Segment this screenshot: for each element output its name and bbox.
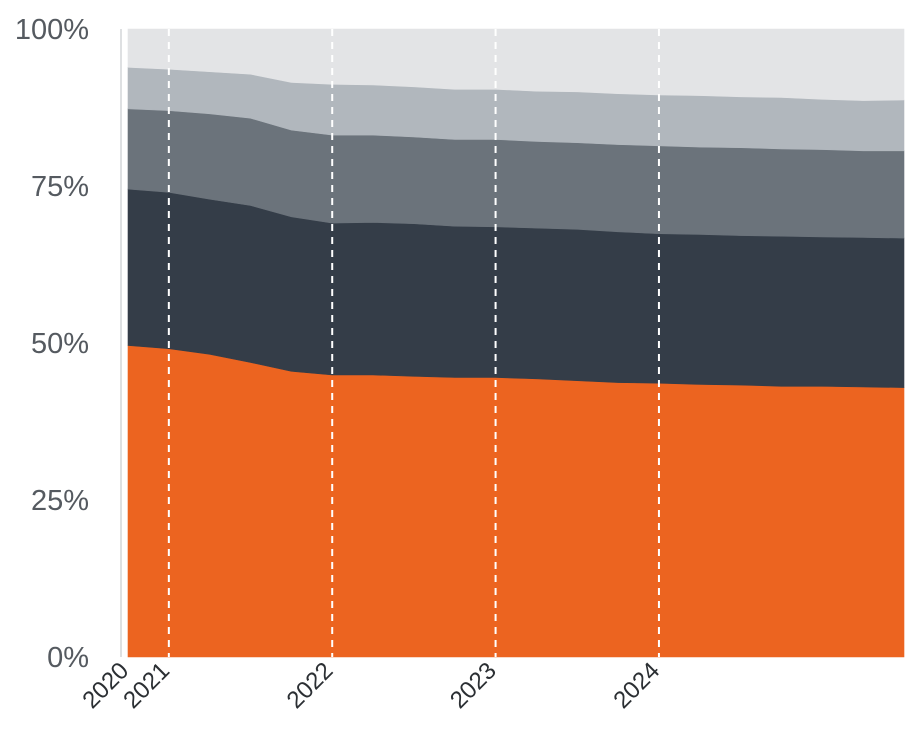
x-tick-label: 2024 [608, 657, 665, 714]
area-series-group [127, 28, 905, 658]
area-series-5 [127, 28, 905, 101]
y-tick-label: 75% [31, 171, 89, 203]
x-tick-label: 2023 [445, 657, 502, 714]
y-tick-label: 25% [31, 485, 89, 517]
area-series-1 [127, 345, 905, 658]
y-tick-label: 50% [31, 328, 89, 360]
x-tick-label: 2022 [282, 657, 339, 714]
x-tick-label: 2021 [118, 657, 175, 714]
y-tick-label: 100% [15, 14, 89, 46]
y-tick-label: 0% [47, 642, 89, 674]
y-axis-ticks: 0% 25% 50% 75% 100% [15, 14, 89, 674]
x-gridlines [167, 29, 660, 657]
